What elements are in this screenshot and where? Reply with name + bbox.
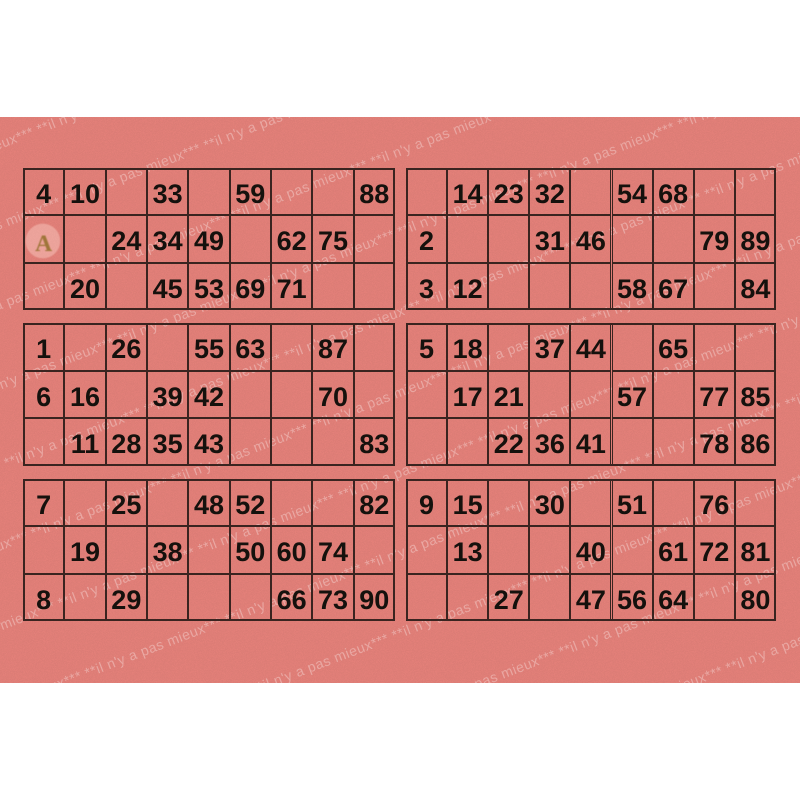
svg-text:A: A: [35, 231, 52, 257]
